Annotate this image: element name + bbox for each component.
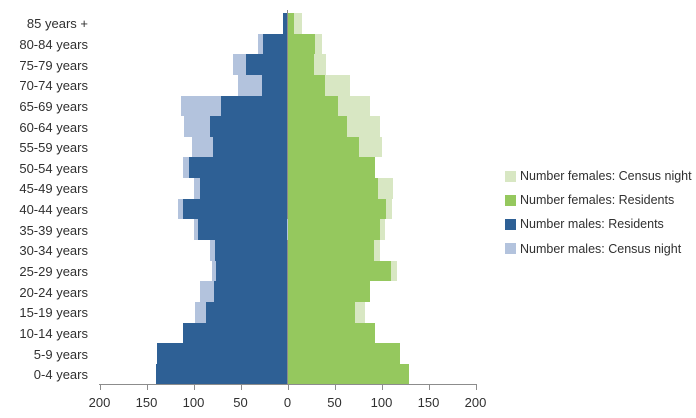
x-tick-mark bbox=[381, 384, 383, 390]
legend-label: Number males: Residents bbox=[520, 217, 664, 232]
bar-female_resident bbox=[287, 178, 378, 199]
bar-female_resident bbox=[287, 301, 356, 323]
bar-male_resident bbox=[282, 13, 288, 34]
bar-female_resident bbox=[287, 74, 326, 96]
x-tick-label: 200 bbox=[88, 395, 111, 410]
x-tick-label: 100 bbox=[182, 395, 205, 410]
age-label: 65-69 years bbox=[19, 98, 88, 114]
bar-male_resident bbox=[262, 74, 288, 96]
x-tick-mark bbox=[428, 384, 430, 390]
age-label: 70-74 years bbox=[19, 78, 88, 94]
bar-female_resident bbox=[287, 198, 387, 220]
legend-swatch-female_census bbox=[505, 170, 516, 182]
bar-male_resident bbox=[205, 301, 288, 323]
x-tick-label: 200 bbox=[464, 395, 487, 410]
legend-label: Number females: Residents bbox=[520, 193, 675, 208]
legend-item-female_census: Number females: Census night bbox=[505, 169, 692, 183]
x-tick-label: 150 bbox=[417, 395, 440, 410]
age-label: 80-84 years bbox=[19, 36, 88, 52]
bar-male_resident bbox=[155, 363, 288, 385]
bar-male_resident bbox=[183, 322, 288, 344]
bar-male_resident bbox=[183, 198, 288, 220]
legend-item-male_resident: Number males: Residents bbox=[505, 218, 664, 232]
x-tick-mark bbox=[146, 384, 148, 390]
age-label: 55-59 years bbox=[19, 140, 88, 156]
x-tick-mark bbox=[334, 384, 336, 390]
age-label: 40-44 years bbox=[19, 202, 88, 218]
x-tick-mark bbox=[193, 384, 195, 390]
bar-female_resident bbox=[287, 95, 339, 117]
bar-female_resident bbox=[287, 343, 401, 364]
bar-female_resident bbox=[287, 219, 380, 240]
x-tick-mark bbox=[240, 384, 242, 390]
legend-item-female_resident: Number females: Residents bbox=[505, 193, 674, 207]
age-label: 85 years + bbox=[26, 16, 88, 32]
age-label: 10-14 years bbox=[19, 325, 88, 341]
age-label: 45-49 years bbox=[19, 181, 88, 197]
legend-swatch-male_census bbox=[505, 243, 516, 255]
bar-male_resident bbox=[200, 178, 288, 199]
bar-male_resident bbox=[263, 33, 288, 55]
x-tick-mark bbox=[287, 384, 289, 390]
bar-female_resident bbox=[287, 116, 347, 137]
bar-male_resident bbox=[188, 157, 288, 179]
x-tick-label: 100 bbox=[370, 395, 393, 410]
age-label: 25-29 years bbox=[19, 263, 88, 279]
bar-female_resident bbox=[287, 322, 375, 344]
bar-male_resident bbox=[198, 219, 288, 240]
x-tick-label: 0 bbox=[283, 395, 292, 410]
bar-female_resident bbox=[287, 260, 391, 282]
age-label: 60-64 years bbox=[19, 119, 88, 135]
age-label: 35-39 years bbox=[19, 222, 88, 238]
age-label: 20-24 years bbox=[19, 284, 88, 300]
x-tick-label: 150 bbox=[135, 395, 158, 410]
bar-male_resident bbox=[156, 343, 288, 364]
bar-female_resident bbox=[287, 54, 314, 75]
bar-female_resident bbox=[287, 240, 374, 261]
legend-item-male_census: Number males: Census night bbox=[505, 242, 681, 256]
bar-male_resident bbox=[214, 281, 288, 302]
age-label: 15-19 years bbox=[19, 305, 88, 321]
bar-female_resident bbox=[287, 281, 371, 302]
bar-female_resident bbox=[287, 33, 315, 55]
x-tick-label: 50 bbox=[327, 395, 342, 410]
bar-male_resident bbox=[220, 95, 288, 117]
bar-female_resident bbox=[287, 363, 409, 385]
bar-female_resident bbox=[287, 157, 375, 179]
age-label: 0-4 years bbox=[33, 367, 88, 383]
legend-swatch-female_resident bbox=[505, 194, 516, 206]
bar-female_resident bbox=[287, 13, 295, 34]
bar-female_resident bbox=[287, 136, 359, 158]
age-label: 30-34 years bbox=[19, 243, 88, 259]
x-tick-mark bbox=[99, 384, 101, 390]
legend-label: Number females: Census night bbox=[520, 168, 692, 183]
legend-label: Number males: Census night bbox=[520, 241, 682, 256]
bar-male_resident bbox=[213, 136, 288, 158]
bar-male_resident bbox=[210, 116, 288, 137]
age-label: 50-54 years bbox=[19, 160, 88, 176]
x-tick-mark bbox=[475, 384, 477, 390]
x-tick-label: 50 bbox=[233, 395, 248, 410]
bar-male_resident bbox=[216, 260, 288, 282]
legend-swatch-male_resident bbox=[505, 219, 516, 231]
age-label: 75-79 years bbox=[19, 57, 88, 73]
age-label: 5-9 years bbox=[33, 346, 88, 362]
bar-male_resident bbox=[215, 240, 288, 261]
bar-male_resident bbox=[246, 54, 288, 75]
